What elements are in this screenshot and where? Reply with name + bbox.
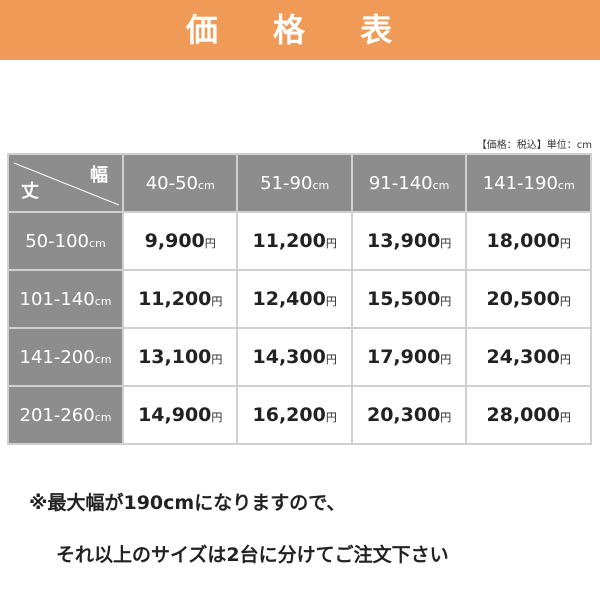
height-label: 丈 [21,181,39,202]
row-range: 141-200 [19,346,95,368]
column-header: 141-190cm [465,153,592,213]
unit: cm [432,178,450,192]
yen-unit: 円 [440,237,452,250]
page-title: 価 格 表 [0,0,600,60]
table-row: 50-100cm 9,900円 11,200円 13,900円 18,000円 [7,211,592,271]
unit: cm [557,178,575,192]
column-range: 141-190 [482,172,558,194]
price-cell: 14,900円 [121,385,239,445]
price-cell: 18,000円 [465,211,592,271]
column-header: 91-140cm [350,153,468,213]
yen-unit: 円 [211,295,223,308]
yen-unit: 円 [325,237,337,250]
price: 16,200 [252,404,326,426]
price-cell: 20,300円 [350,385,468,445]
row-header: 50-100cm [7,211,124,271]
column-header: 51-90cm [236,153,353,213]
price-cell: 28,000円 [465,385,592,445]
table-row: 201-260cm 14,900円 16,200円 20,300円 28,000円 [7,385,592,445]
yen-unit: 円 [211,353,223,366]
price: 15,500 [366,288,441,310]
row-header: 201-260cm [7,385,124,445]
price: 14,900 [138,404,212,426]
corner-cell: 丈 幅 [7,153,124,213]
price: 20,300 [366,404,441,426]
price: 24,300 [486,346,560,368]
yen-unit: 円 [559,411,571,424]
price-cell: 11,200円 [121,269,239,329]
footer-note-1: ※最大幅が190cmになりますので、 [29,492,346,514]
price: 13,900 [366,230,441,252]
price: 11,200 [138,288,212,310]
price-cell: 12,400円 [236,269,353,329]
price-cell: 14,300円 [236,327,353,387]
column-range: 91-140 [368,172,433,194]
diagonal-line [13,162,120,206]
column-range: 40-50 [145,172,198,194]
price-note: 【価格：税込】単位：cm [476,140,592,151]
yen-unit: 円 [440,411,452,424]
row-range: 101-140 [19,288,95,310]
price: 17,900 [366,346,441,368]
unit: cm [198,178,215,192]
unit: cm [94,352,112,366]
price: 18,000 [486,230,560,252]
width-label: 幅 [90,165,108,186]
yen-unit: 円 [559,353,571,366]
price-cell: 17,900円 [350,327,468,387]
column-range: 51-90 [260,172,313,194]
price: 9,900 [144,230,205,252]
price: 13,100 [138,346,212,368]
price: 20,500 [486,288,560,310]
row-header: 101-140cm [7,269,124,329]
yen-unit: 円 [325,353,337,366]
price-cell: 11,200円 [236,211,353,271]
row-range: 201-260 [19,404,95,426]
yen-unit: 円 [211,411,223,424]
price-cell: 15,500円 [350,269,468,329]
yen-unit: 円 [559,295,571,308]
price: 28,000 [486,404,560,426]
row-range: 50-100 [25,230,89,252]
yen-unit: 円 [440,353,452,366]
price-table: 丈 幅 40-50cm 51-90cm 91-140cm 141-190cm 50-1… [7,153,592,445]
yen-unit: 円 [559,237,571,250]
yen-unit: 円 [325,411,337,424]
unit: cm [94,410,112,424]
unit: cm [312,178,330,192]
yen-unit: 円 [325,295,337,308]
price-cell: 9,900円 [121,211,239,271]
yen-unit: 円 [440,295,452,308]
table-row: 141-200cm 13,100円 14,300円 17,900円 24,300円 [7,327,592,387]
price-cell: 13,100円 [121,327,239,387]
price-cell: 24,300円 [465,327,592,387]
row-header: 141-200cm [7,327,124,387]
price-cell: 13,900円 [350,211,468,271]
footer-note-2: それ以上のサイズは2台に分けてご注文下さい [56,544,449,566]
table-row: 101-140cm 11,200円 12,400円 15,500円 20,500円 [7,269,592,329]
column-header: 40-50cm [121,153,239,213]
price-cell: 16,200円 [236,385,353,445]
price: 12,400 [252,288,326,310]
price-cell: 20,500円 [465,269,592,329]
yen-unit: 円 [204,237,216,250]
unit: cm [94,294,112,308]
price: 11,200 [252,230,326,252]
price: 14,300 [252,346,326,368]
unit: cm [89,236,106,250]
